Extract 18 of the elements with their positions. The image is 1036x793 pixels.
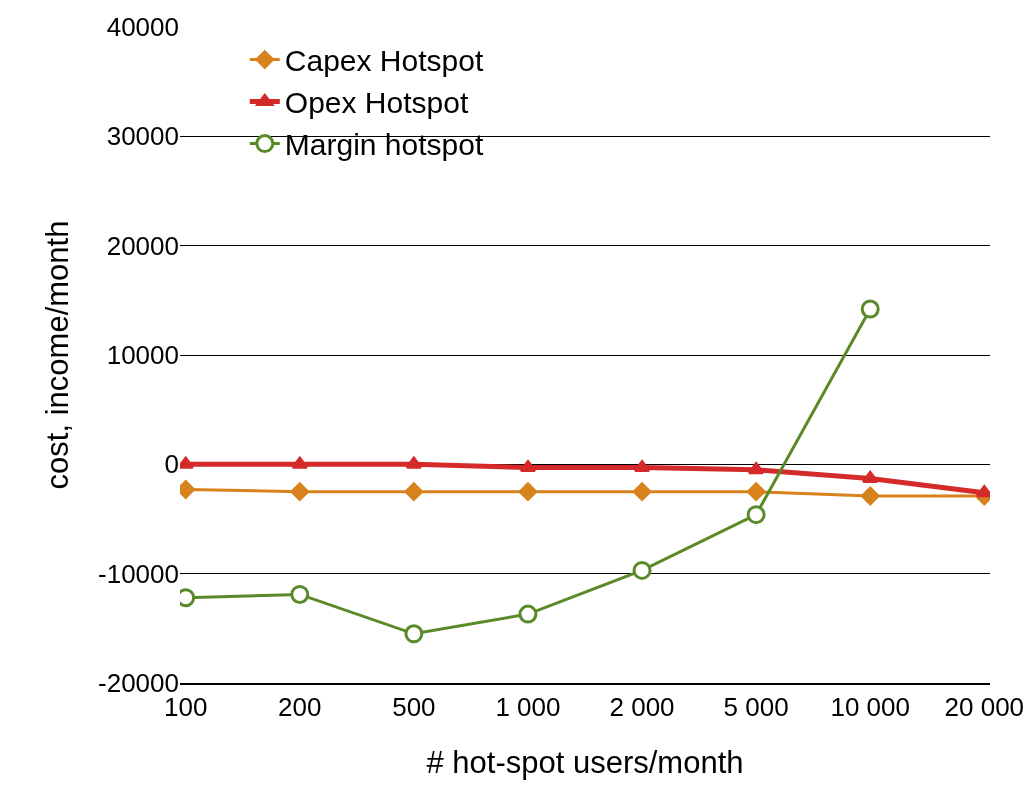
legend-label: Opex Hotspot xyxy=(284,86,469,120)
x-tick-label: 20 000 xyxy=(944,692,1025,723)
y-tick-label: 40000 xyxy=(106,12,179,43)
x-tick-label: 5 000 xyxy=(723,692,789,723)
x-tick-label: 2 000 xyxy=(609,692,675,723)
y-tick-label: 20000 xyxy=(106,230,179,261)
legend-label: Capex Hotspot xyxy=(284,44,484,78)
x-tick-label: 200 xyxy=(278,692,322,723)
legend-label: Margin hotspot xyxy=(284,128,484,162)
x-axis-title: # hot-spot users/month xyxy=(426,744,744,780)
y-tick-label: -10000 xyxy=(98,558,179,589)
y-tick-label: 0 xyxy=(164,449,179,480)
x-tick-label: 1 000 xyxy=(495,692,561,723)
y-axis-title: cost, income/month xyxy=(39,220,75,490)
y-tick-label: 10000 xyxy=(106,340,179,371)
x-tick-label: 500 xyxy=(392,692,436,723)
y-tick-label: 30000 xyxy=(106,121,179,152)
x-tick-label: 10 000 xyxy=(830,692,910,723)
